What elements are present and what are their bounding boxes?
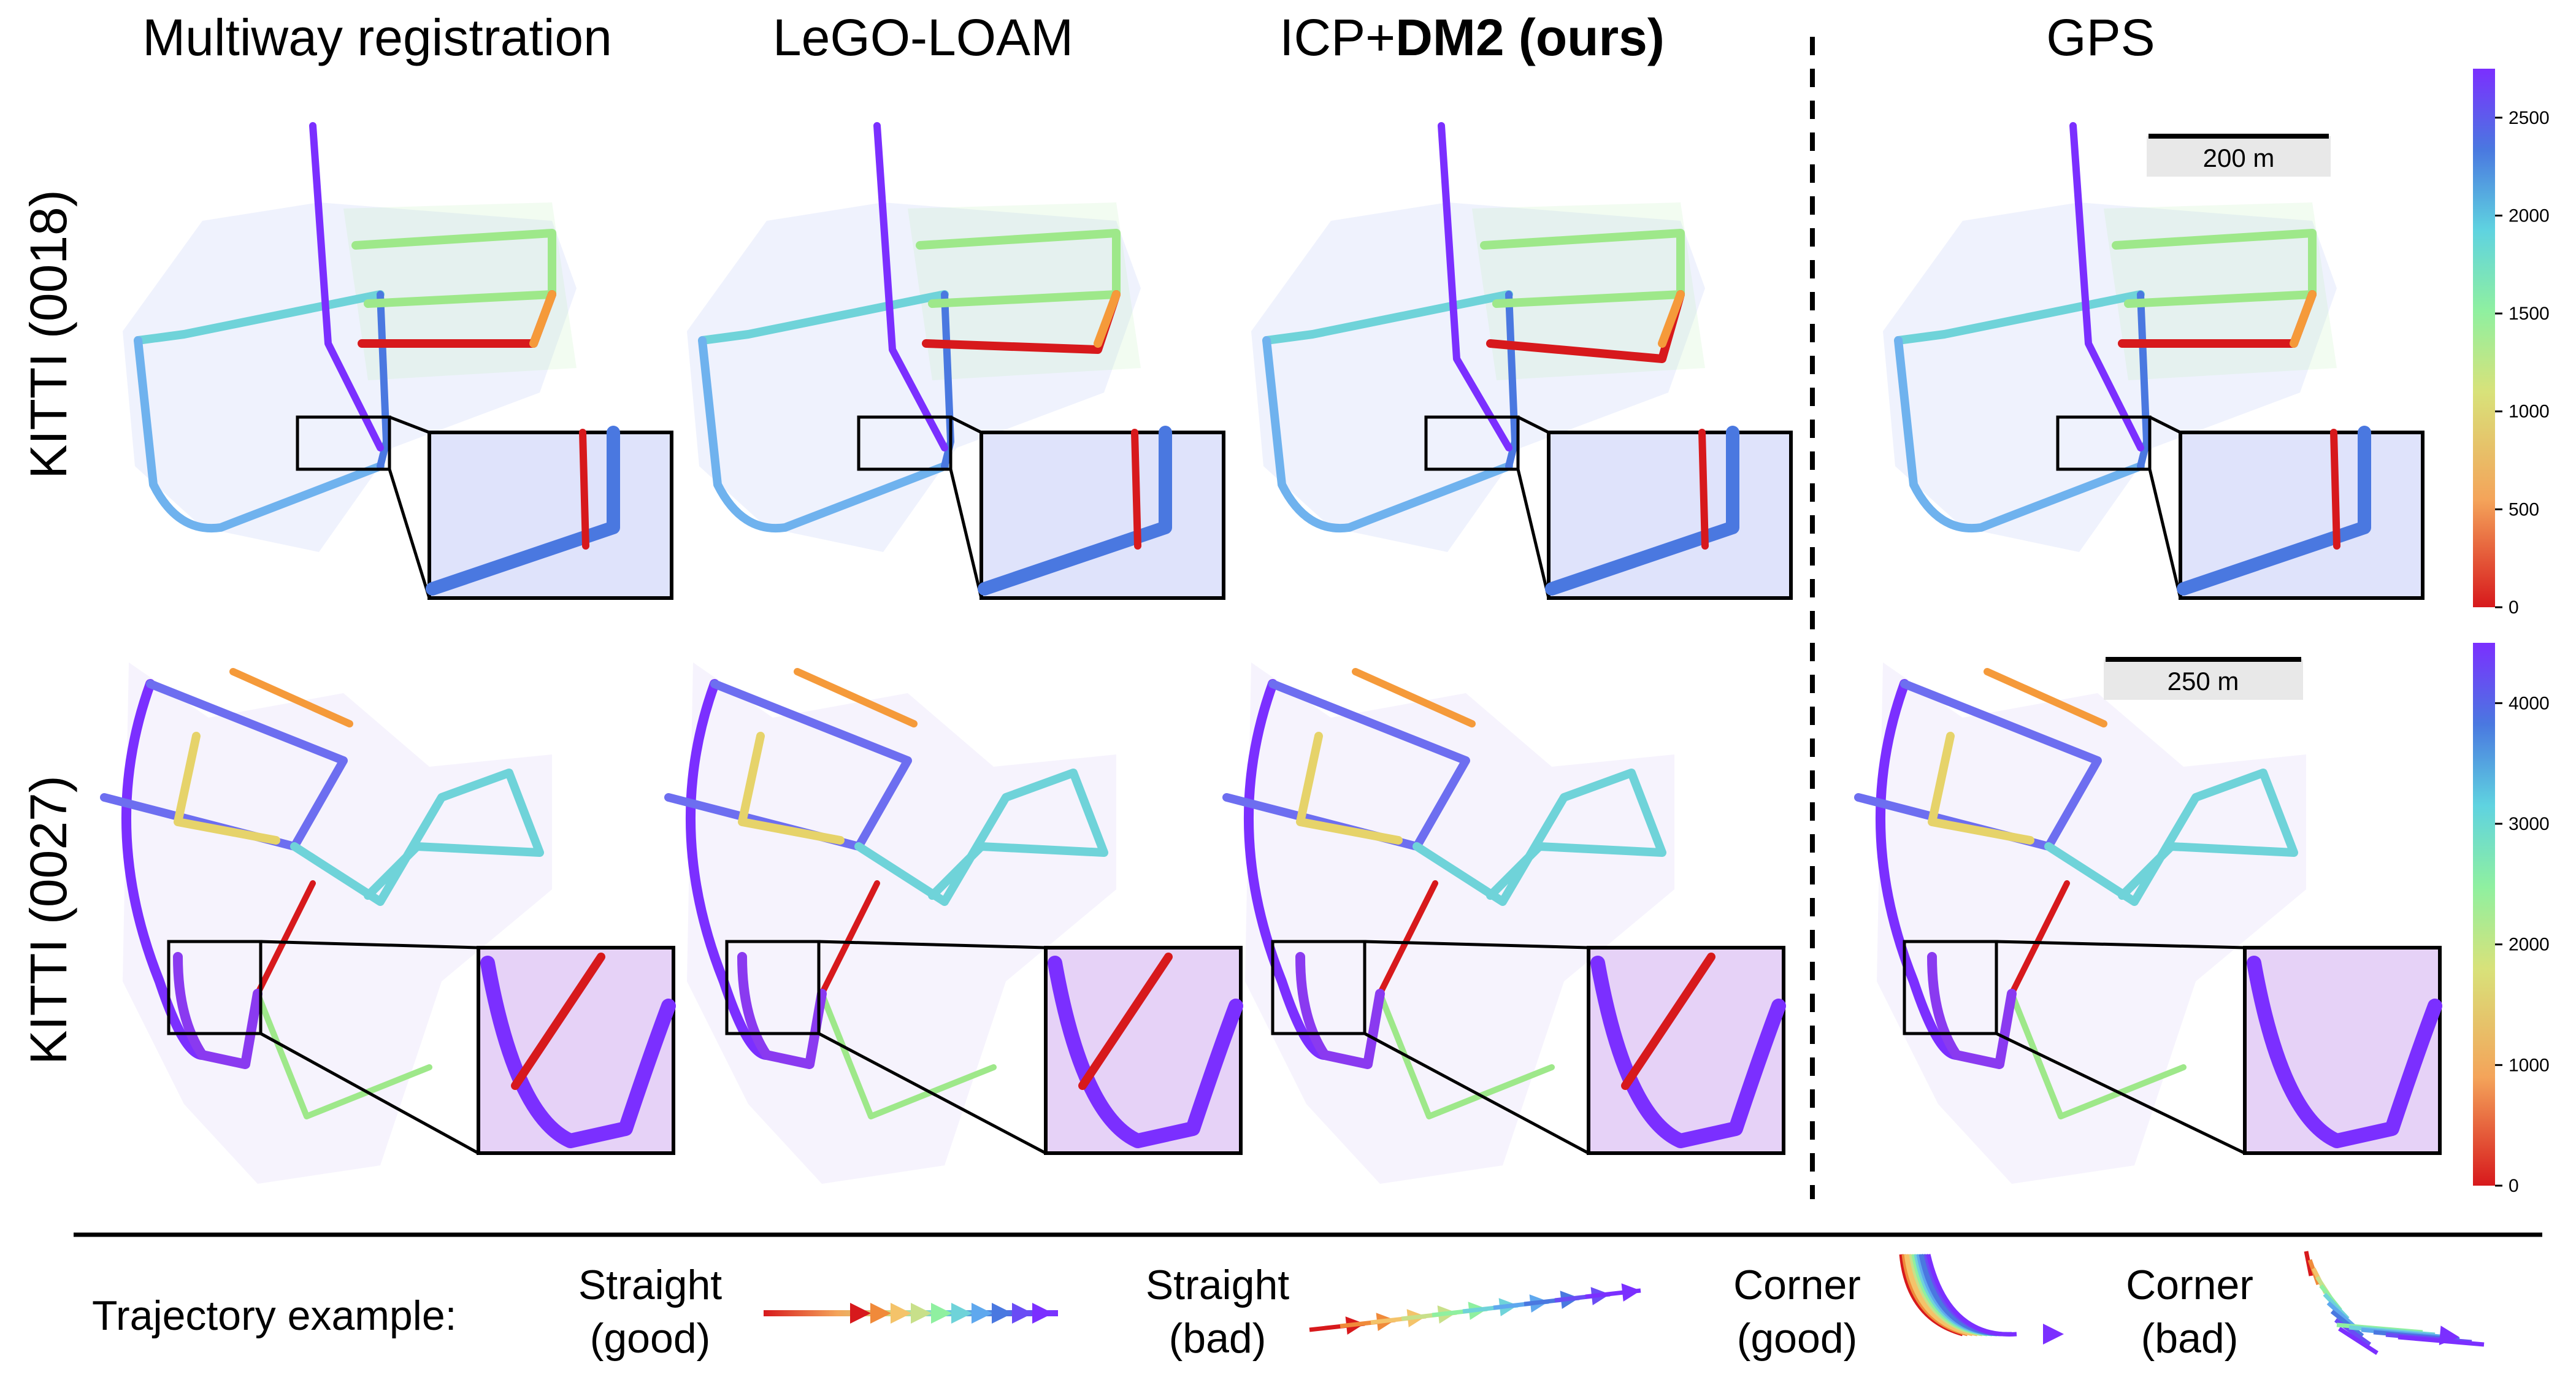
corner-bad-arrows-icon bbox=[2304, 1251, 2485, 1355]
straight-good-arrows-icon bbox=[764, 1303, 1058, 1324]
colorbar-row2-tick-label-0: 4000 bbox=[2509, 693, 2550, 713]
colorbar-row2-gradient bbox=[2473, 643, 2495, 1186]
row-label-kitti-0018: KITTI (0018) bbox=[20, 190, 77, 478]
legend-corner-bad-line1: Corner bbox=[2126, 1262, 2253, 1308]
column-title-lego-loam: LeGO-LOAM bbox=[773, 9, 1073, 66]
trajectory-panel-0027-icp-dm2 bbox=[1222, 662, 1786, 1184]
legend-corner-bad-line2: (bad) bbox=[2141, 1315, 2239, 1362]
legend-title: Trajectory example: bbox=[92, 1292, 457, 1339]
colorbar-row1-tick-label-4: 500 bbox=[2509, 499, 2539, 520]
colorbar-row1-gradient bbox=[2473, 69, 2495, 607]
trajectory-panel-0018-icp-dm2 bbox=[1251, 122, 1793, 600]
column-title-icp-dm2: ICP+DM2 (ours) bbox=[1279, 9, 1665, 66]
legend-corner-good-line1: Corner bbox=[1733, 1262, 1861, 1308]
legend-straight-bad-line1: Straight bbox=[1146, 1262, 1289, 1308]
colorbar-row2-tick-label-1: 3000 bbox=[2509, 814, 2550, 834]
colorbar-row2-tick-label-2: 2000 bbox=[2509, 935, 2550, 955]
colorbar-row1-tick-label-2: 1500 bbox=[2509, 304, 2550, 324]
column-title-icp-prefix: ICP+ bbox=[1279, 9, 1395, 66]
trajectory-panel-0027-multiway bbox=[100, 662, 676, 1184]
colorbar-row2: 4000 3000 2000 1000 0 bbox=[2473, 643, 2550, 1196]
colorbar-row1-tick-label-1: 2000 bbox=[2509, 205, 2550, 226]
column-title-gps: GPS bbox=[2046, 9, 2155, 66]
colorbar-row1-tick-label-3: 1000 bbox=[2509, 402, 2550, 422]
legend-straight-bad-line2: (bad) bbox=[1169, 1315, 1267, 1362]
colorbar-row2-tick-label-4: 0 bbox=[2509, 1176, 2519, 1196]
trajectory-panel-0027-gps bbox=[1854, 662, 2442, 1184]
column-title-icp-bold: DM2 (ours) bbox=[1395, 9, 1665, 66]
legend-straight-good-line2: (good) bbox=[590, 1315, 711, 1362]
trajectory-panel-0018-lego-loam bbox=[687, 122, 1225, 600]
scalebar-row2: 250 m bbox=[2104, 657, 2303, 700]
row-label-kitti-0027: KITTI (0027) bbox=[20, 775, 77, 1064]
trajectory-panel-0018-multiway bbox=[123, 122, 673, 600]
corner-good-arrows-icon bbox=[1899, 1254, 2064, 1345]
scalebar-row1: 200 m bbox=[2147, 134, 2331, 177]
column-title-multiway: Multiway registration bbox=[142, 9, 612, 66]
trajectory-panel-0027-lego-loam bbox=[664, 662, 1243, 1184]
colorbar-row1-tick-label-0: 2500 bbox=[2509, 108, 2550, 128]
scalebar-row1-label: 200 m bbox=[2203, 144, 2275, 172]
colorbar-row1-tick-label-5: 0 bbox=[2509, 597, 2519, 618]
colorbar-row1: 2500 2000 1500 1000 500 0 bbox=[2473, 69, 2550, 618]
trajectory-panel-0018-gps bbox=[1883, 122, 2425, 600]
scalebar-row2-label: 250 m bbox=[2168, 667, 2239, 696]
legend-straight-good-line1: Straight bbox=[578, 1262, 722, 1308]
straight-bad-arrows-icon bbox=[1309, 1283, 1641, 1335]
colorbar-row2-tick-label-3: 1000 bbox=[2509, 1055, 2550, 1075]
legend-corner-good-line2: (good) bbox=[1737, 1315, 1858, 1362]
